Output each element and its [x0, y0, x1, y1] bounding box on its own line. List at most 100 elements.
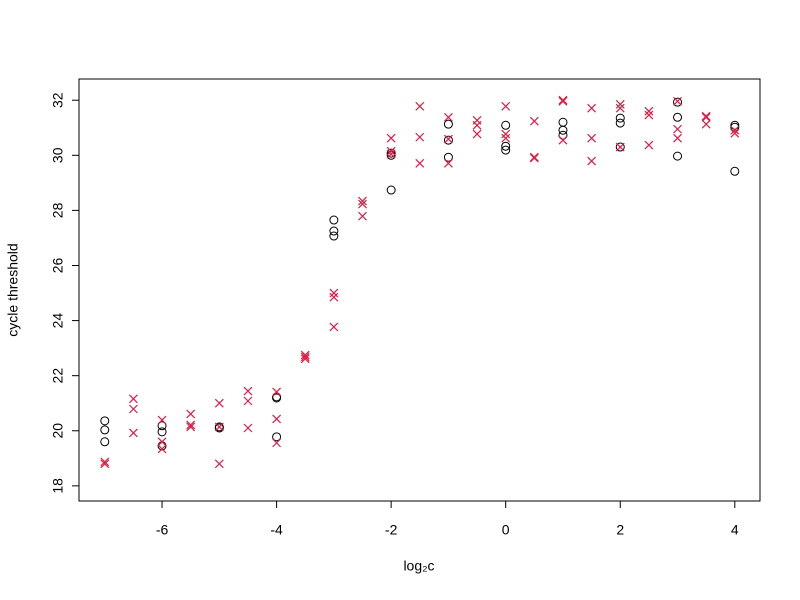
- cross-point: [157, 437, 167, 447]
- y-tick-label: 24: [50, 313, 66, 329]
- cross-point: [529, 116, 539, 126]
- cross-point: [243, 423, 253, 433]
- cross-point: [644, 106, 654, 116]
- cross-point: [587, 133, 597, 143]
- cross-point: [443, 112, 453, 122]
- cross-point: [673, 133, 682, 143]
- cross-point: [329, 322, 339, 332]
- circle-point: [673, 112, 683, 122]
- circle-point: [272, 432, 282, 442]
- circle-point: [157, 427, 167, 437]
- x-tick-label: -4: [270, 522, 283, 538]
- cross-point: [214, 459, 224, 469]
- circle-point: [100, 416, 110, 426]
- cross-point: [358, 196, 367, 206]
- cross-point: [186, 420, 196, 430]
- cross-point: [272, 414, 282, 424]
- plot-frame: [78, 78, 761, 502]
- x-tick-label: 2: [616, 522, 624, 538]
- circle-point: [443, 152, 453, 162]
- cross-point: [100, 459, 110, 469]
- cross-point: [358, 199, 367, 209]
- circle-point: [730, 166, 740, 176]
- circle-point: [272, 393, 282, 403]
- y-axis-title: cycle threshold: [5, 243, 21, 336]
- cross-point: [329, 292, 339, 302]
- cross-point: [186, 422, 196, 432]
- circle-point: [730, 122, 740, 132]
- cross-point: [386, 146, 396, 156]
- cross-point: [501, 101, 511, 111]
- cross-point: [558, 95, 568, 105]
- circle-point: [443, 135, 453, 145]
- cross-point: [529, 153, 539, 163]
- cross-point: [358, 211, 367, 221]
- cross-point: [472, 129, 482, 139]
- cross-point: [615, 99, 625, 109]
- cross-point: [128, 394, 138, 404]
- cross-point: [386, 149, 396, 159]
- circle-point: [615, 142, 625, 152]
- cross-point: [644, 140, 654, 150]
- cross-point: [558, 96, 568, 106]
- cross-point: [214, 422, 224, 432]
- cross-point: [186, 409, 196, 419]
- cross-point: [100, 457, 110, 467]
- cross-point: [300, 350, 310, 360]
- cross-point: [415, 132, 425, 142]
- circle-point: [501, 120, 511, 130]
- circle-point: [100, 437, 110, 447]
- cross-point: [615, 142, 625, 152]
- cross-point: [329, 288, 339, 298]
- cross-point: [157, 415, 167, 425]
- cross-point: [701, 112, 711, 122]
- cross-point: [300, 354, 310, 364]
- cross-point: [701, 119, 711, 129]
- cross-point: [214, 398, 224, 408]
- circle-point: [386, 148, 396, 158]
- circle-point: [615, 118, 625, 128]
- cross-point: [128, 428, 138, 438]
- cross-point: [673, 124, 682, 134]
- cross-point: [415, 158, 425, 168]
- circle-point: [329, 231, 339, 241]
- y-tick-label: 32: [50, 92, 66, 108]
- cross-point: [730, 128, 740, 138]
- circle-point: [214, 423, 224, 433]
- cross-point: [673, 96, 682, 106]
- y-tick-label: 22: [50, 368, 66, 384]
- cross-point: [558, 135, 568, 145]
- circle-point: [443, 119, 453, 129]
- circle-point: [558, 125, 568, 135]
- cross-point: [644, 110, 654, 120]
- circle-point: [558, 130, 568, 140]
- cross-point: [243, 396, 253, 406]
- cross-point: [587, 103, 597, 113]
- circle-point: [673, 151, 683, 161]
- cross-point: [472, 120, 482, 130]
- cross-point: [443, 134, 453, 144]
- x-tick-label: -2: [385, 522, 398, 538]
- circle-point: [329, 215, 339, 225]
- circle-point: [386, 185, 396, 195]
- cross-point: [157, 444, 167, 454]
- cross-point: [128, 404, 138, 414]
- circle-point: [329, 226, 339, 236]
- y-tick-label: 18: [50, 478, 66, 494]
- cross-point: [272, 438, 282, 448]
- y-tick-label: 20: [50, 423, 66, 439]
- circle-point: [501, 145, 511, 155]
- x-tick-label: -6: [156, 522, 169, 538]
- cross-point: [501, 129, 511, 139]
- circle-point: [673, 97, 683, 107]
- x-tick-label: 0: [502, 522, 510, 538]
- y-tick-label: 26: [50, 257, 66, 273]
- circle-point: [615, 113, 625, 123]
- cross-point: [415, 101, 425, 111]
- cross-point: [443, 158, 453, 168]
- cross-point: [701, 111, 711, 121]
- cross-point: [272, 387, 282, 397]
